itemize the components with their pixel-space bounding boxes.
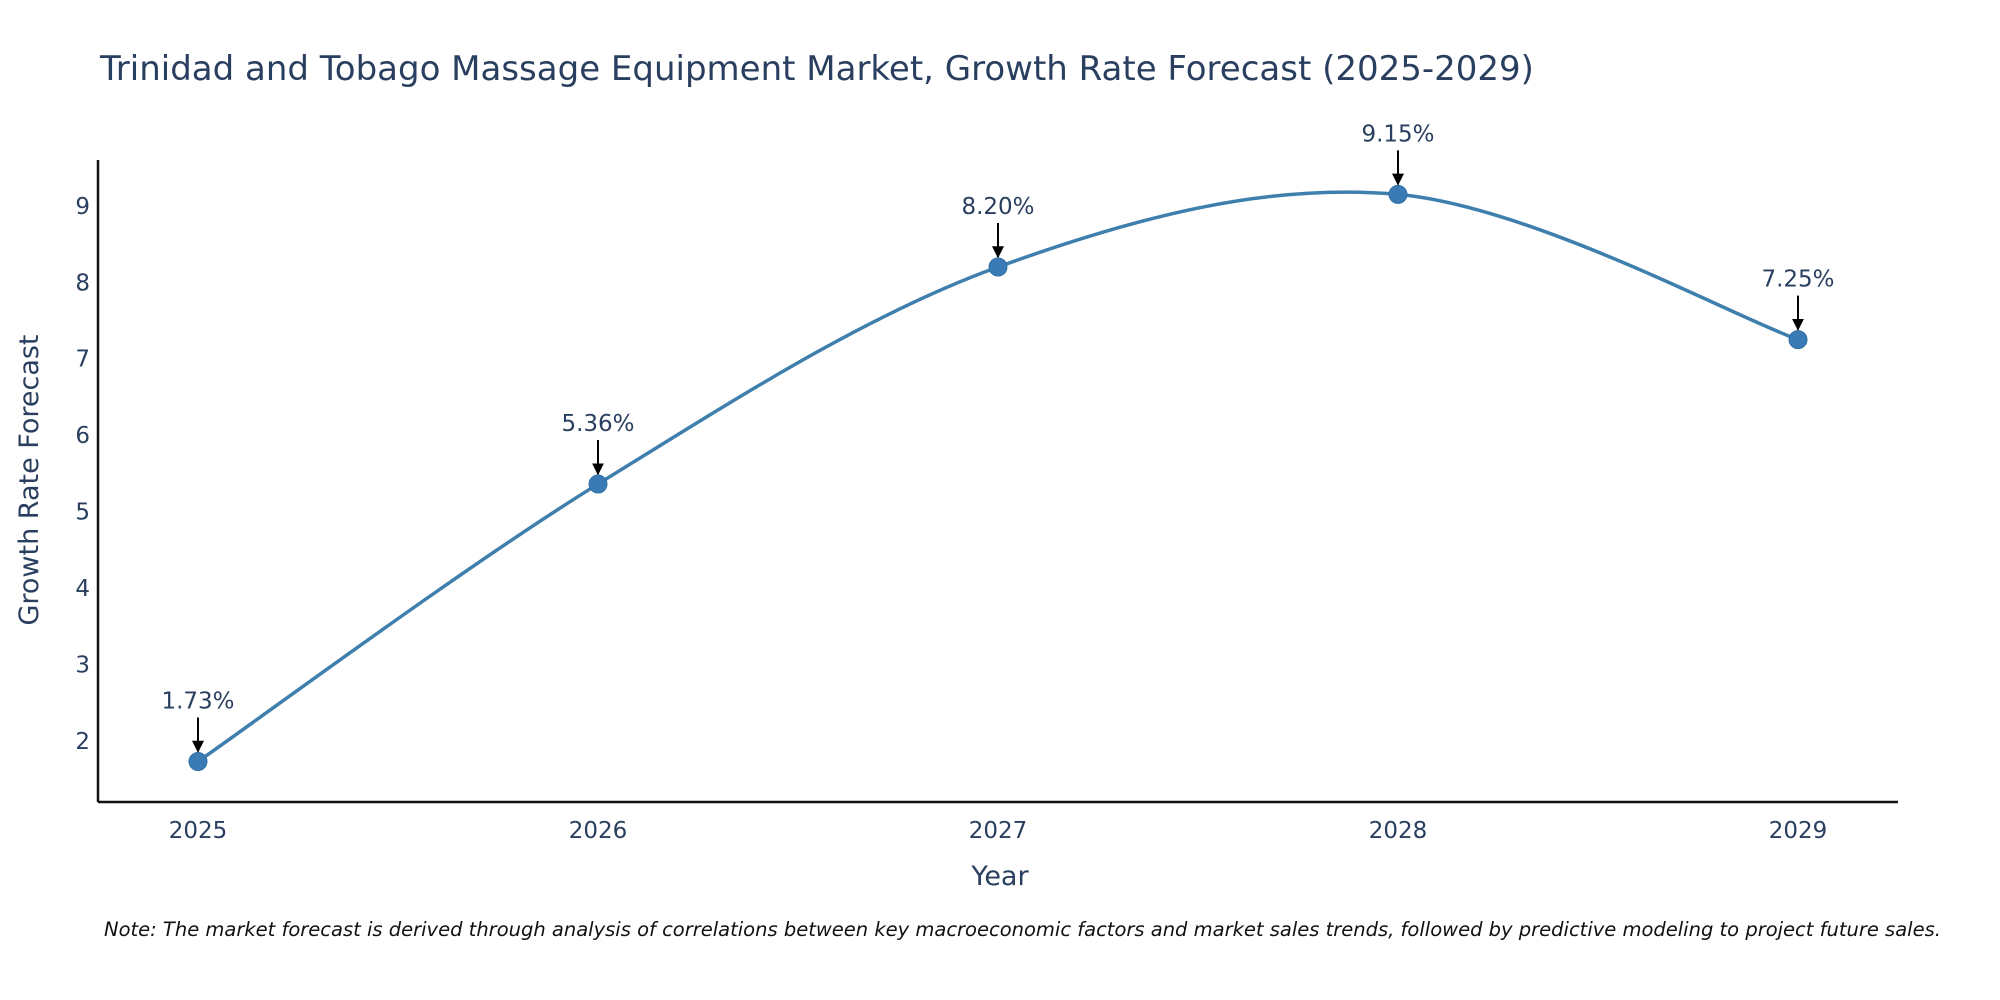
chart-title: Trinidad and Tobago Massage Equipment Ma… (99, 49, 1534, 89)
data-point (588, 474, 608, 494)
x-tick-label: 2025 (169, 818, 228, 844)
data-point (988, 257, 1008, 277)
data-label: 5.36% (561, 411, 634, 437)
x-tick-label: 2028 (1369, 818, 1428, 844)
x-axis-title: Year (970, 861, 1029, 892)
y-axis-title: Growth Rate Forecast (14, 334, 45, 625)
data-point (188, 751, 208, 771)
x-tick-label: 2026 (569, 818, 628, 844)
y-tick-label: 8 (75, 270, 90, 296)
y-tick-label: 9 (75, 194, 90, 220)
data-point (1788, 330, 1808, 350)
data-label: 1.73% (161, 688, 234, 714)
y-tick-label: 3 (75, 652, 90, 678)
x-tick-label: 2027 (969, 818, 1028, 844)
data-label: 9.15% (1361, 121, 1434, 147)
data-label: 8.20% (961, 194, 1034, 220)
data-label: 7.25% (1761, 267, 1834, 293)
series-line (196, 190, 1800, 764)
data-point (1388, 184, 1408, 204)
y-tick-label: 2 (75, 729, 90, 755)
y-tick-label: 7 (75, 347, 90, 373)
footnote: Note: The market forecast is derived thr… (104, 918, 1941, 941)
plot-area: 2 3 4 5 6 7 8 9 2025 2026 2027 2028 2029 1.73% 5.36% 8.… (75, 121, 1898, 844)
y-tick-label: 5 (75, 500, 90, 526)
y-tick-label: 6 (75, 423, 90, 449)
x-tick-label: 2029 (1769, 818, 1828, 844)
y-tick-label: 4 (75, 576, 90, 602)
